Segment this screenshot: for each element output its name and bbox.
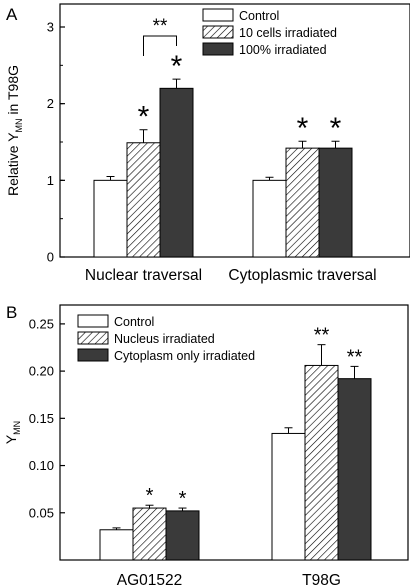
significance-marker: * [297,112,309,145]
y-tick-label: 0 [47,250,54,265]
y-tick-label: 0.20 [29,364,54,379]
plot-frame [59,304,409,561]
y-tick-label: 0.15 [29,411,54,426]
legend: Control Nucleus irradiated Cytoplasm only … [77,314,255,363]
significance-marker: * [179,488,187,510]
significance-marker: ** [347,346,363,368]
y-tick-label: 1 [47,173,54,188]
category-label: T98G [302,572,341,588]
y-tick-label: 0.25 [29,316,54,331]
bar [93,179,128,258]
bar [159,87,194,258]
legend-label: Control [114,315,154,329]
y-axis-title-sub: MN [12,421,22,435]
legend-swatch [77,314,109,328]
bar [337,378,372,561]
panel-a-letter: A [6,5,18,24]
bar [271,432,306,561]
y-axis-title-suffix: in T98G [5,65,21,118]
y-axis-title-main: Relative Y [5,132,21,196]
y-axis-title: YMN [3,421,22,444]
significance-marker: * [171,50,183,83]
bar [165,510,200,561]
bar [252,179,287,258]
legend-swatch [202,42,234,56]
legend-label: 10 cells irradiated [239,26,337,40]
y-axis-title-main: Y [3,434,19,444]
legend-label: Cytoplasm only irradiated [114,349,255,363]
bar [285,147,320,258]
y-axis-title-sub: MN [14,118,24,132]
plot-frame [59,3,410,258]
legend-swatch [77,331,109,345]
y-tick-label: 3 [47,20,54,35]
bar [318,147,353,258]
significance-bracket [143,35,177,56]
legend-label: 100% irradiated [239,43,327,57]
category-label: Nuclear traversal [85,267,202,284]
significance-marker: * [146,485,154,507]
significance-marker: ** [314,325,330,347]
bar [99,529,134,561]
legend-swatch [202,8,234,22]
significance-marker: * [138,101,150,134]
y-tick-label: 2 [47,96,54,111]
bar [304,364,339,561]
legend-swatch [202,25,234,39]
legend-swatch [77,348,109,362]
legend-label: Nucleus irradiated [114,332,215,346]
category-label: Cytoplasmic traversal [228,267,376,284]
bar [126,142,161,258]
legend: Control 10 cells irradiated 100% irradiate… [202,8,337,57]
significance-marker: * [330,112,342,145]
y-tick-label: 0.10 [29,458,54,473]
bracket-label: ** [153,16,168,37]
legend-label: Control [239,9,279,23]
y-axis-title: Relative YMN in T98G [5,65,24,196]
y-tick-label: 0.05 [29,505,54,520]
category-label: AG01522 [117,572,183,588]
bar [132,507,167,561]
panel-b-letter: B [6,303,17,322]
